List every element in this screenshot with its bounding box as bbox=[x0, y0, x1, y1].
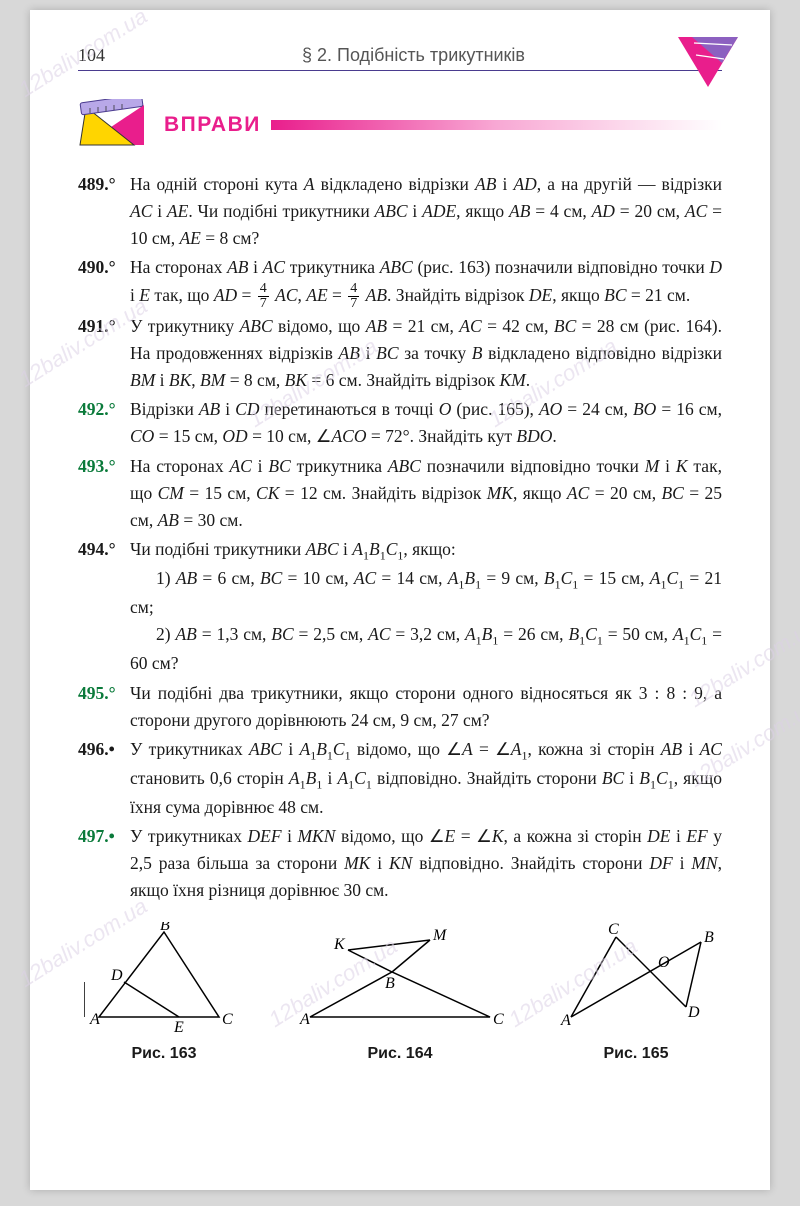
exercise-item: 490.°На сторонах AB і AC трикутника ABC … bbox=[78, 254, 722, 311]
textbook-page: 104 § 2. Подібність трикутників ВПРАВИ 4… bbox=[30, 10, 770, 1190]
exercise-number: 496.• bbox=[78, 736, 130, 821]
exercise-item: 489.°На одній стороні кута A відкладено … bbox=[78, 171, 722, 252]
exercise-number: 489.° bbox=[78, 171, 130, 252]
exercise-body: На сторонах AC і BC трикутника ABC позна… bbox=[130, 453, 722, 534]
exercise-body: У трикутниках DEF і MKN відомо, що ∠E = … bbox=[130, 823, 722, 904]
figure-165: A B C D O Рис. 165 bbox=[556, 922, 716, 1063]
exercise-item: 497.•У трикутниках DEF і MKN відомо, що … bbox=[78, 823, 722, 904]
figure-164-caption: Рис. 164 bbox=[290, 1045, 510, 1063]
exercise-number: 495.° bbox=[78, 680, 130, 734]
svg-text:E: E bbox=[173, 1019, 184, 1032]
svg-text:C: C bbox=[222, 1011, 233, 1028]
exercise-number: 493.° bbox=[78, 453, 130, 534]
exercise-body: На сторонах AB і AC трикутника ABC (рис.… bbox=[130, 254, 722, 311]
exercise-number: 494.° bbox=[78, 536, 130, 678]
figures-row: A B C D E Рис. 163 A B C K M Рис. 164 bbox=[78, 922, 722, 1063]
page-header: 104 § 2. Подібність трикутників bbox=[78, 45, 722, 71]
exercises-title: ВПРАВИ bbox=[164, 113, 261, 137]
figure-164: A B C K M Рис. 164 bbox=[290, 922, 510, 1063]
svg-text:C: C bbox=[608, 922, 619, 938]
svg-text:C: C bbox=[493, 1011, 504, 1028]
exercise-body: У трикутнику ABC відомо, що AB = 21 см, … bbox=[130, 313, 722, 394]
exercise-body: На одній стороні кута A відкладено відрі… bbox=[130, 171, 722, 252]
exercise-item: 491.°У трикутнику ABC відомо, що AB = 21… bbox=[78, 313, 722, 394]
svg-text:A: A bbox=[299, 1011, 310, 1028]
svg-text:B: B bbox=[385, 975, 395, 992]
exercise-item: 493.°На сторонах AC і BC трикутника ABC … bbox=[78, 453, 722, 534]
svg-text:B: B bbox=[704, 929, 714, 946]
exercise-item: 496.•У трикутниках ABC і A1B1C1 відомо, … bbox=[78, 736, 722, 821]
exercise-body: У трикутниках ABC і A1B1C1 відомо, що ∠A… bbox=[130, 736, 722, 821]
svg-text:B: B bbox=[160, 922, 170, 934]
figure-163: A B C D E Рис. 163 bbox=[84, 922, 244, 1063]
exercise-number: 497.• bbox=[78, 823, 130, 904]
svg-text:A: A bbox=[560, 1012, 571, 1029]
exercise-item: 495.°Чи подібні два трикутники, якщо сто… bbox=[78, 680, 722, 734]
page-number: 104 bbox=[78, 45, 105, 66]
svg-text:D: D bbox=[110, 967, 123, 984]
exercises-list: 489.°На одній стороні кута A відкладено … bbox=[78, 171, 722, 904]
section-title: § 2. Подібність трикутників bbox=[105, 45, 722, 66]
exercise-body: Чи подібні два трикутники, якщо сторони … bbox=[130, 680, 722, 734]
exercise-number: 491.° bbox=[78, 313, 130, 394]
exercise-number: 492.° bbox=[78, 396, 130, 450]
svg-text:D: D bbox=[687, 1004, 700, 1021]
svg-text:M: M bbox=[432, 927, 448, 944]
exercise-body: Відрізки AB і CD перетинаються в точці O… bbox=[130, 396, 722, 450]
figure-163-caption: Рис. 163 bbox=[84, 1045, 244, 1063]
exercise-item: 494.°Чи подібні трикутники ABC і A1B1C1,… bbox=[78, 536, 722, 678]
exercise-number: 490.° bbox=[78, 254, 130, 311]
exercises-heading: ВПРАВИ bbox=[78, 99, 722, 151]
svg-text:K: K bbox=[333, 936, 346, 953]
triangle-decor-icon bbox=[674, 33, 742, 91]
exercise-body: Чи подібні трикутники ABC і A1B1C1, якщо… bbox=[130, 536, 722, 678]
svg-text:A: A bbox=[89, 1011, 100, 1028]
svg-text:O: O bbox=[658, 954, 670, 971]
ruler-triangle-icon bbox=[78, 99, 156, 151]
figure-165-caption: Рис. 165 bbox=[556, 1045, 716, 1063]
heading-bar bbox=[271, 120, 722, 130]
exercise-item: 492.°Відрізки AB і CD перетинаються в то… bbox=[78, 396, 722, 450]
